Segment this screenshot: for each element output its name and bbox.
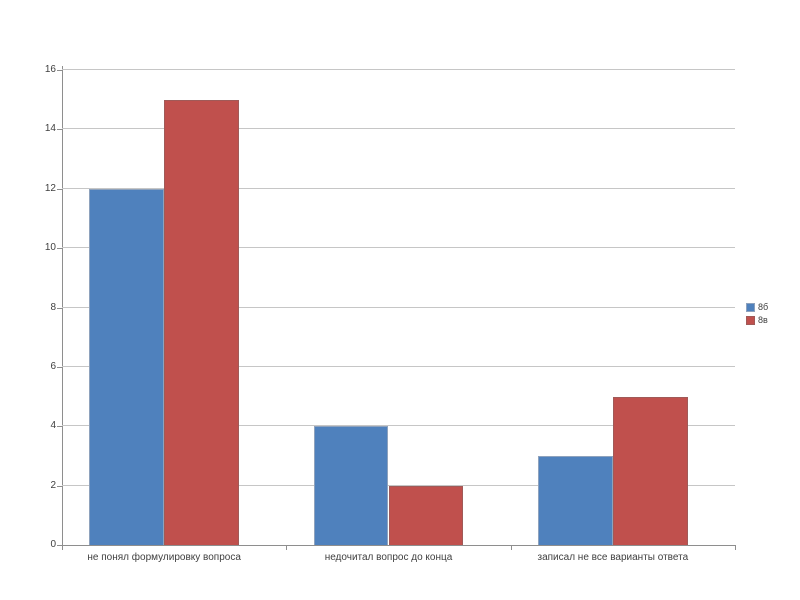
x-axis-line	[62, 545, 736, 546]
legend-swatch-icon	[746, 303, 755, 312]
y-axis-tick	[57, 248, 62, 250]
x-axis-tick	[62, 546, 63, 550]
y-axis-line	[62, 66, 63, 549]
y-tick-label: 4	[50, 420, 56, 432]
bar-8б-cat2	[313, 426, 389, 545]
gridline-y-2	[62, 484, 735, 486]
bar-8б-cat3	[538, 455, 613, 545]
legend-label: 8б	[758, 302, 769, 312]
bar-8в-cat3	[612, 396, 688, 545]
gridline-y-10	[62, 247, 735, 249]
x-axis-tick	[735, 546, 736, 550]
category-label-2: недочитал вопрос до конца	[324, 552, 453, 563]
gridline-y-6	[62, 365, 735, 367]
category-label-1: не понял формулировку вопроса	[87, 552, 241, 563]
y-axis-tick	[57, 70, 62, 71]
bar-8б-cat1	[89, 188, 165, 545]
legend-item-8б: 8б	[746, 301, 768, 314]
y-axis-tick	[57, 307, 62, 309]
bar-8в-cat2	[388, 485, 464, 545]
y-tick-label: 6	[50, 360, 56, 372]
y-axis-tick	[57, 426, 62, 428]
y-axis-tick	[57, 485, 62, 487]
legend-item-8в: 8в	[746, 314, 768, 327]
gridline-y-16	[62, 69, 735, 70]
y-tick-label: 8	[50, 301, 56, 313]
x-axis-tick	[510, 546, 512, 550]
y-tick-label: 10	[44, 242, 56, 254]
plot-area	[62, 69, 735, 545]
gridline-y-4	[62, 425, 735, 427]
y-axis-tick	[57, 188, 62, 190]
gridline-y-12	[62, 187, 735, 189]
y-tick-label: 0	[50, 539, 56, 550]
bar-8в-cat1	[164, 99, 239, 545]
y-tick-label: 16	[44, 64, 56, 75]
legend-swatch-icon	[746, 316, 755, 325]
y-tick-label: 14	[44, 123, 56, 135]
chart-legend: 8б 8в	[746, 301, 768, 327]
y-tick-label: 12	[44, 182, 56, 194]
y-axis-tick	[57, 545, 62, 546]
category-label-3: записал не все варианты ответа	[537, 552, 689, 563]
y-axis-tick	[57, 129, 62, 131]
gridline-y-8	[62, 306, 735, 308]
gridline-y-14	[62, 128, 735, 130]
x-axis-tick	[286, 546, 288, 550]
y-axis-tick	[57, 366, 62, 368]
legend-label: 8в	[758, 315, 768, 325]
y-tick-label: 2	[50, 479, 56, 491]
